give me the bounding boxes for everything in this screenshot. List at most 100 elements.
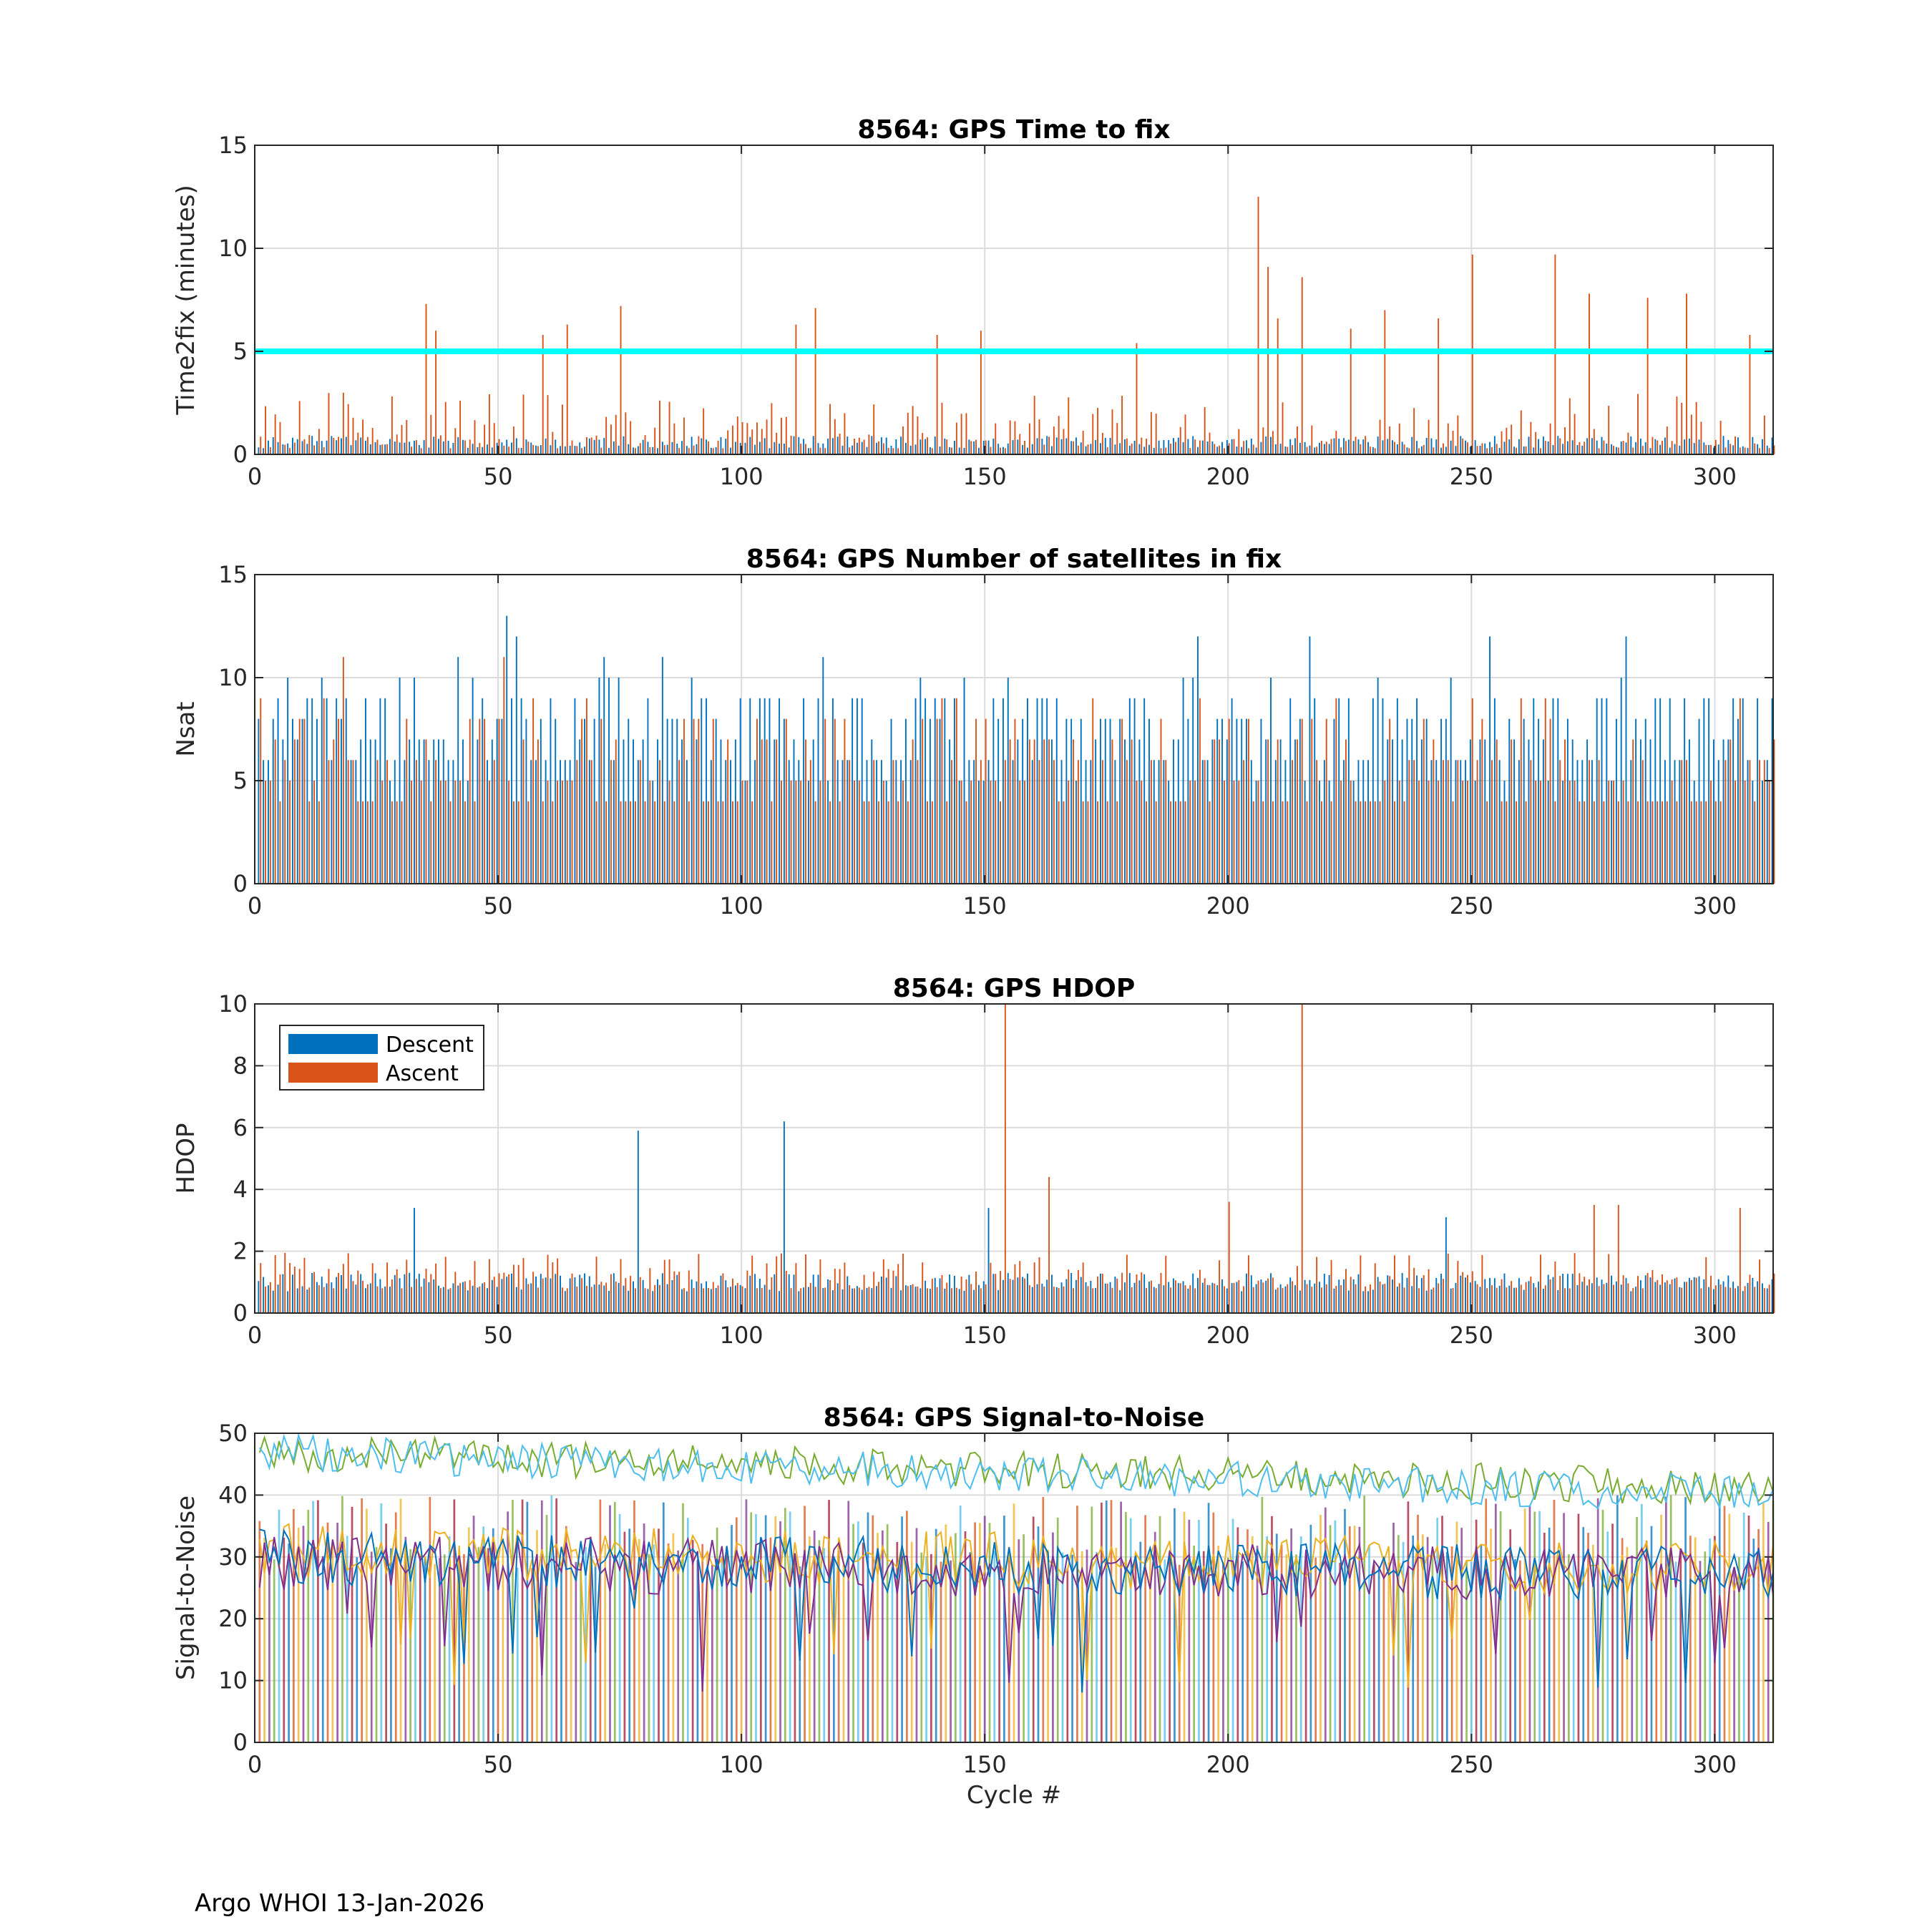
ascent-bar — [819, 447, 821, 454]
descent-bar — [272, 718, 274, 884]
ascent-bar — [313, 781, 316, 884]
descent-bar — [1343, 760, 1345, 884]
ascent-bar — [1423, 1275, 1425, 1313]
descent-bar — [1688, 1277, 1690, 1313]
ascent-bar — [610, 1274, 612, 1313]
x-tick-label: 250 — [1450, 1322, 1493, 1349]
ascent-bar — [1360, 444, 1362, 454]
ascent-bar — [1345, 739, 1347, 884]
ascent-bar — [1506, 801, 1508, 884]
descent-bar — [1294, 1284, 1296, 1313]
ascent-bar — [1296, 739, 1298, 884]
ascent-bar — [542, 334, 544, 454]
ascent-bar — [493, 423, 495, 454]
ascent-bar — [795, 781, 797, 884]
descent-bar — [282, 739, 284, 884]
snr-bar — [959, 1505, 962, 1742]
descent-bar — [1055, 698, 1058, 884]
snr-bar — [1518, 1560, 1521, 1742]
descent-bar — [1260, 441, 1262, 454]
ascent-bar — [444, 401, 447, 454]
snr-bar — [784, 1508, 786, 1742]
snr-bar — [1105, 1501, 1108, 1742]
snr-bar — [1548, 1527, 1551, 1742]
descent-bar — [1022, 1277, 1024, 1313]
descent-bar — [462, 739, 464, 884]
ascent-bar — [328, 393, 330, 454]
ascent-bar — [459, 1283, 462, 1313]
descent-bar — [1236, 718, 1238, 884]
descent-bar — [744, 781, 746, 884]
ascent-bar — [1662, 441, 1663, 454]
ascent-bar — [960, 414, 962, 454]
descent-bar — [836, 436, 839, 454]
ascent-bar — [1511, 739, 1513, 884]
ascent-bar — [610, 760, 612, 884]
descent-bar — [1396, 698, 1398, 884]
descent-bar — [301, 1286, 303, 1313]
ascent-bar — [1126, 1254, 1128, 1313]
descent-bar — [511, 442, 512, 454]
descent-bar — [1236, 1282, 1238, 1313]
descent-bar — [1299, 718, 1301, 884]
descent-bar — [331, 436, 333, 454]
snr-bar — [472, 1516, 475, 1742]
ascent-bar — [1481, 1254, 1483, 1313]
snr-bar — [1144, 1515, 1146, 1742]
descent-bar — [1036, 698, 1038, 884]
ascent-bar — [663, 445, 665, 454]
ascent-bar — [1686, 293, 1687, 454]
x-tick-label: 300 — [1693, 1322, 1737, 1349]
ascent-bar — [1744, 1286, 1746, 1313]
descent-bar — [1596, 698, 1598, 884]
ascent-bar — [649, 781, 651, 884]
ascent-bar — [1063, 801, 1065, 884]
descent-bar — [506, 439, 508, 454]
ascent-bar — [1389, 718, 1391, 884]
descent-bar — [311, 1272, 313, 1313]
descent-bar — [1284, 447, 1287, 454]
ascent-bar — [1355, 801, 1357, 884]
descent-bar — [1012, 440, 1014, 454]
snr-bar — [1636, 1517, 1638, 1742]
ascent-bar — [1174, 1280, 1176, 1313]
descent-bar — [1513, 739, 1516, 884]
ascent-bar — [1433, 447, 1435, 454]
descent-bar — [1031, 1287, 1033, 1313]
ascent-bar — [814, 308, 816, 454]
snr-bar — [1348, 1526, 1351, 1742]
descent-bar — [1727, 739, 1729, 884]
descent-bar — [1338, 698, 1340, 884]
snr-bar — [1714, 1536, 1716, 1742]
descent-bar — [909, 1284, 912, 1313]
descent-bar — [263, 1277, 265, 1313]
ascent-bar — [717, 440, 719, 454]
descent-bar — [1732, 698, 1735, 884]
descent-bar — [1552, 444, 1554, 454]
descent-bar — [1703, 1279, 1705, 1313]
snr-bar — [857, 1521, 859, 1742]
descent-bar — [623, 436, 625, 454]
descent-bar — [710, 447, 712, 454]
descent-bar — [1455, 446, 1457, 454]
ascent-bar — [1739, 447, 1741, 454]
ascent-bar — [1617, 447, 1619, 454]
snr-bar — [1577, 1513, 1580, 1742]
ascent-bar — [1219, 445, 1221, 454]
ascent-bar — [411, 781, 413, 884]
descent-bar — [1669, 447, 1671, 454]
descent-bar — [977, 1284, 980, 1313]
ascent-bar — [308, 801, 311, 884]
descent-bar — [1742, 698, 1744, 884]
descent-bar — [423, 739, 425, 884]
ascent-bar — [1516, 1287, 1517, 1313]
ascent-bar — [951, 1288, 952, 1313]
y-tick-label: 20 — [218, 1605, 248, 1632]
ascent-bar — [1452, 430, 1454, 454]
descent-bar — [277, 441, 279, 454]
ascent-bar — [435, 331, 437, 454]
descent-bar — [1377, 1277, 1379, 1313]
ascent-bar — [819, 781, 821, 884]
snr-bar — [516, 1567, 519, 1742]
